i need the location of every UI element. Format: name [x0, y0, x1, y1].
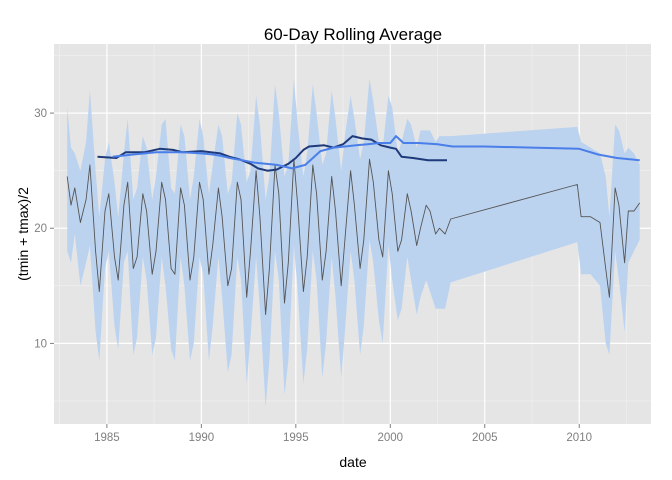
confidence-band: [67, 78, 640, 407]
rolling-average-line-light: [112, 135, 640, 170]
band-layer: [67, 78, 640, 407]
series-layer: [66, 135, 641, 316]
y-tick-label: 20: [34, 223, 47, 235]
y-axis-title: (tmin + tmax)/2: [15, 187, 31, 281]
x-tick-label: 1985: [94, 432, 120, 444]
x-axis: 1985 1990 1995 2000 2005 2010: [94, 424, 592, 444]
x-tick-label: 2005: [472, 432, 498, 444]
y-axis: 10 20 30: [34, 108, 54, 350]
daily-average-line: [66, 158, 641, 316]
x-tick-label: 1995: [283, 432, 309, 444]
x-axis-title: date: [339, 454, 366, 470]
chart-title: 60-Day Rolling Average: [264, 25, 442, 44]
x-tick-label: 1990: [189, 432, 215, 444]
rolling-average-line-dark: [97, 135, 447, 172]
x-tick-label: 2000: [377, 432, 403, 444]
x-tick-label: 2010: [566, 432, 592, 444]
y-tick-label: 30: [34, 108, 47, 120]
y-tick-label: 10: [34, 338, 47, 350]
